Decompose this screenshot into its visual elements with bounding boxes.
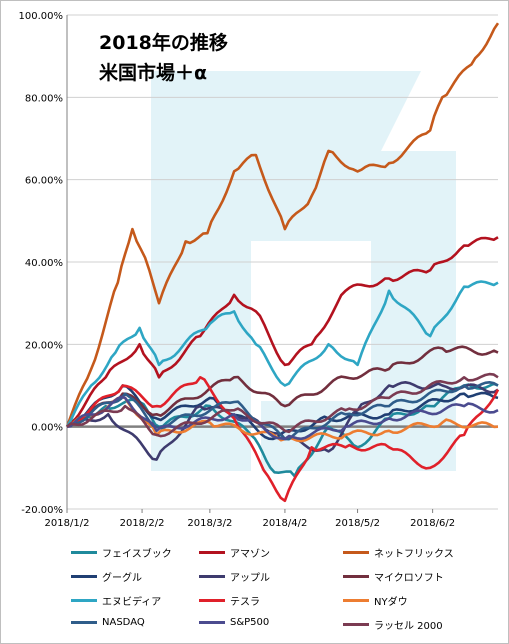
plot-area <box>65 22 500 503</box>
legend-item: グーグル <box>71 569 142 584</box>
legend-label: NASDAQ <box>102 617 145 628</box>
legend-swatch <box>343 623 369 626</box>
legend-item: NYダウ <box>343 593 408 608</box>
x-tick-label: 2018/5/2 <box>335 518 380 529</box>
legend-item: アマゾン <box>199 545 270 560</box>
y-tick-label: -20.00% <box>21 505 63 516</box>
x-axis: 2018/1/2 2018/2/2 2018/3/2 2018/4/2 2018/5/2… <box>45 509 455 529</box>
x-tick-label: 2018/3/2 <box>187 518 232 529</box>
y-tick-label: 0.00% <box>31 423 63 434</box>
series-line <box>66 376 500 503</box>
legend-item: フェイスブック <box>71 545 172 560</box>
y-axis: -20.00% 0.00% 20.00% 40.00% 60.00% 80.00% 100.… <box>19 11 68 516</box>
watermark-glyph <box>151 71 456 471</box>
legend-swatch <box>343 551 369 554</box>
legend-label: マイクロソフト <box>374 573 444 584</box>
y-tick-label: 40.00% <box>25 258 63 269</box>
y-tick-label: 80.00% <box>25 93 63 104</box>
series-line <box>65 22 500 428</box>
legend-swatch <box>343 575 369 578</box>
chart-subtitle: 米国市場＋α <box>99 61 207 84</box>
series-line <box>66 372 499 438</box>
series-line <box>66 345 499 428</box>
y-tick-label: 60.00% <box>25 176 63 187</box>
legend-swatch <box>71 599 97 602</box>
line-chart: -20.00% 0.00% 20.00% 40.00% 60.00% 80.00% 100.… <box>19 11 500 529</box>
y-tick-label: 20.00% <box>25 340 63 351</box>
chart-title: 2018年の推移 <box>99 31 228 54</box>
watermark-shape <box>151 71 456 471</box>
legend-item: エヌビディア <box>71 593 161 608</box>
x-tick-label: 2018/2/2 <box>120 518 165 529</box>
legend-swatch <box>199 621 225 624</box>
legend-item: マイクロソフト <box>343 569 444 584</box>
x-tick-label: 2018/1/2 <box>45 518 90 529</box>
legend-item: ネットフリックス <box>343 545 454 560</box>
legend-label: アップル <box>230 573 270 584</box>
series-line <box>65 280 499 428</box>
legend-item: NASDAQ <box>71 617 145 628</box>
legend-swatch <box>71 551 97 554</box>
legend-swatch <box>71 575 97 578</box>
legend-label: ラッセル 2000 <box>374 621 443 632</box>
legend-swatch <box>199 599 225 602</box>
legend-swatch <box>199 575 225 578</box>
legend-label: アマゾン <box>230 549 270 560</box>
grid-lines <box>67 14 498 510</box>
x-tick-label: 2018/4/2 <box>262 518 307 529</box>
legend-swatch <box>71 621 97 624</box>
series-line <box>66 381 499 441</box>
legend-item: アップル <box>199 569 270 584</box>
legend-label: S&P500 <box>230 617 270 628</box>
legend-label: エヌビディア <box>102 597 162 608</box>
y-tick-label: 100.00% <box>19 11 64 22</box>
series-line <box>66 236 499 428</box>
legend-swatch <box>199 551 225 554</box>
legend-label: テスラ <box>230 597 260 608</box>
x-tick-label: 2018/6/2 <box>410 518 455 529</box>
legend-label: ネットフリックス <box>374 549 454 560</box>
legend-label: NYダウ <box>374 597 408 608</box>
legend-item: テスラ <box>199 593 260 608</box>
legend-swatch <box>343 599 369 602</box>
legend-label: フェイスブック <box>102 549 172 560</box>
legend-item: S&P500 <box>199 617 269 628</box>
legend-item: ラッセル 2000 <box>343 617 443 632</box>
legend-label: グーグル <box>102 573 142 584</box>
